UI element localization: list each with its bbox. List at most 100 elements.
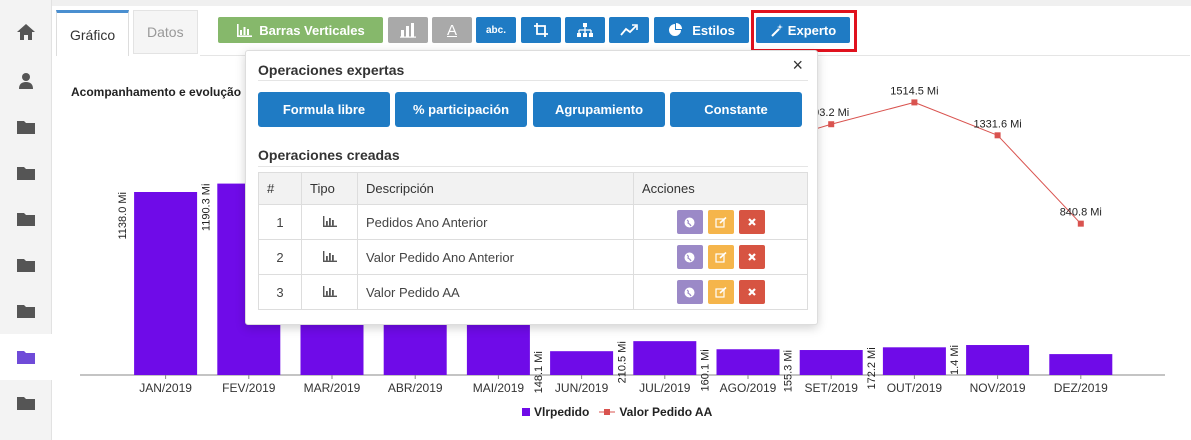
swap-axes-button[interactable] <box>521 17 561 43</box>
line-point <box>1077 220 1084 227</box>
experto-button[interactable]: Experto <box>756 17 850 43</box>
col-header-descripcion: Descripción <box>357 172 634 205</box>
row-type <box>301 239 358 275</box>
labels-button[interactable]: abc. <box>476 17 516 43</box>
tab-datos[interactable]: Datos <box>133 10 198 54</box>
expert-operations-popup: Operaciones expertas × Formula libre % p… <box>245 50 818 325</box>
row-description: Pedidos Ano Anterior <box>357 204 634 240</box>
chart-type-button[interactable]: Barras Verticales <box>218 17 383 43</box>
sidebar <box>0 0 52 440</box>
font-icon: A <box>446 21 457 39</box>
line-point <box>911 99 918 106</box>
bar-data-label: 155.3 Mi <box>783 350 795 392</box>
col-header-num: # <box>258 172 302 205</box>
x-tick-label: OUT/2019 <box>887 381 943 395</box>
edit-button[interactable] <box>707 280 734 304</box>
close-icon <box>747 253 756 261</box>
constante-button[interactable]: Constante <box>670 92 802 127</box>
home-icon <box>17 24 35 40</box>
formula-libre-button[interactable]: Formula libre <box>258 92 390 127</box>
abc-icon: abc. <box>485 24 506 36</box>
x-tick-label: JUL/2019 <box>639 381 691 395</box>
folder-icon <box>17 305 35 318</box>
row-actions <box>633 239 808 275</box>
bar-data-label: 1.4 Mi <box>949 345 961 375</box>
row-type <box>301 274 358 310</box>
x-tick-label: DEZ/2019 <box>1054 381 1108 395</box>
operations-table: # Tipo Descripción Acciones 1 Pedidos Ano… <box>258 172 808 310</box>
view-button[interactable] <box>676 245 703 269</box>
row-number: 1 <box>258 204 302 240</box>
pie-chart-icon <box>669 23 683 36</box>
folder-icon <box>17 167 35 180</box>
sidebar-item-folder-4[interactable] <box>0 242 52 288</box>
bar-chart-icon <box>237 23 253 37</box>
sidebar-item-folder-6[interactable] <box>0 380 52 426</box>
globe-icon <box>684 287 695 297</box>
bar <box>716 349 780 375</box>
row-actions <box>633 204 808 240</box>
row-actions <box>633 274 808 310</box>
stacked-chart-button[interactable] <box>388 17 428 43</box>
row-description: Valor Pedido AA <box>357 274 634 310</box>
legend-swatch-bars <box>522 408 530 416</box>
close-icon[interactable]: × <box>792 55 803 75</box>
sidebar-item-user[interactable] <box>0 58 52 104</box>
delete-button[interactable] <box>738 245 765 269</box>
sidebar-item-folder-active[interactable] <box>0 334 52 380</box>
x-tick-label: SET/2019 <box>805 381 859 395</box>
legend-swatch-line <box>599 409 616 415</box>
chart-title: Acompanhamento e evolução <box>71 85 242 99</box>
bar <box>799 350 863 375</box>
bar <box>134 192 198 375</box>
divider <box>258 166 808 167</box>
sidebar-item-folder-1[interactable] <box>0 104 52 150</box>
folder-icon <box>17 397 35 410</box>
participacion-button[interactable]: % participación <box>395 92 527 127</box>
delete-button[interactable] <box>738 280 765 304</box>
sidebar-item-home[interactable] <box>0 9 52 55</box>
edit-button[interactable] <box>707 245 734 269</box>
sidebar-item-folder-5[interactable] <box>0 288 52 334</box>
col-header-acciones: Acciones <box>633 172 808 205</box>
chart-legend: Vlrpedido Valor Pedido AA <box>522 405 712 419</box>
sidebar-item-folder-2[interactable] <box>0 150 52 196</box>
close-icon <box>747 288 756 296</box>
row-number: 3 <box>258 274 302 310</box>
estilos-button[interactable]: Estilos <box>654 17 749 43</box>
trend-line-icon <box>620 24 638 36</box>
row-type <box>301 204 358 240</box>
delete-button[interactable] <box>738 210 765 234</box>
font-button[interactable]: A <box>432 17 472 43</box>
row-description: Valor Pedido Ano Anterior <box>357 239 634 275</box>
view-button[interactable] <box>676 210 703 234</box>
bar <box>966 345 1030 375</box>
agrupamiento-button[interactable]: Agrupamiento <box>533 92 665 127</box>
trend-button[interactable] <box>609 17 649 43</box>
legend-entry-line: Valor Pedido AA <box>599 405 712 419</box>
x-tick-label: NOV/2019 <box>970 381 1026 395</box>
folder-icon <box>17 121 35 134</box>
edit-icon <box>714 216 727 228</box>
legend-label-line: Valor Pedido AA <box>619 405 713 419</box>
bar-chart-icon <box>322 285 337 297</box>
sidebar-item-folder-3[interactable] <box>0 196 52 242</box>
line-point <box>994 132 1001 139</box>
folder-icon <box>17 259 35 272</box>
edit-button[interactable] <box>707 210 734 234</box>
hierarchy-button[interactable] <box>565 17 605 43</box>
line-segment <box>997 134 1082 224</box>
globe-icon <box>684 252 695 262</box>
x-tick-label: JAN/2019 <box>139 381 192 395</box>
row-number: 2 <box>258 239 302 275</box>
bar-data-label: 160.1 Mi <box>700 349 712 391</box>
table-row: 1 Pedidos Ano Anterior <box>258 204 808 240</box>
view-button[interactable] <box>676 280 703 304</box>
tab-grafico[interactable]: Gráfico <box>56 10 130 56</box>
line-data-label: 93.2 Mi <box>813 107 849 119</box>
magic-wand-icon <box>771 24 783 37</box>
divider <box>258 80 808 81</box>
line-data-label: 840.8 Mi <box>1060 207 1102 219</box>
bar-chart-icon <box>322 215 337 227</box>
x-tick-label: MAR/2019 <box>304 381 361 395</box>
